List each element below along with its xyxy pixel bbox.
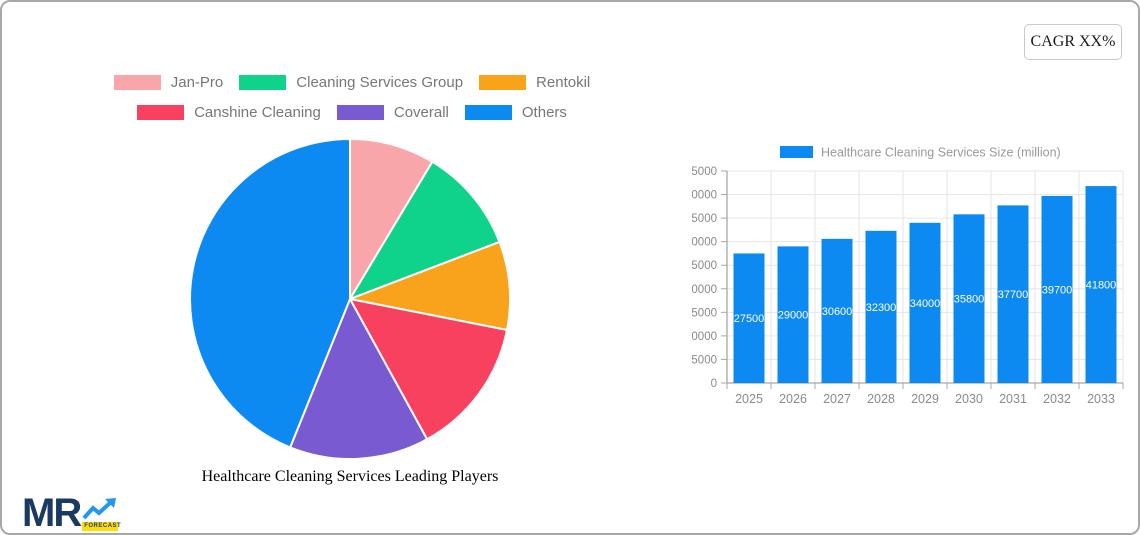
bar-2028[interactable]	[865, 230, 897, 383]
legend-swatch	[336, 105, 384, 120]
legend-label: Others	[521, 104, 567, 121]
y-axis-tick-label: 25000	[692, 260, 717, 272]
x-axis-tick-label: 2029	[911, 392, 939, 406]
y-axis-tick-label: 0	[711, 378, 717, 390]
bar-2027[interactable]	[821, 238, 853, 383]
bar-2029[interactable]	[909, 222, 941, 383]
y-axis-tick-label: 20000	[692, 284, 717, 296]
x-axis-tick-label: 2033	[1087, 392, 1115, 406]
x-axis-tick-label: 2025	[735, 392, 763, 406]
legend-item-canshine-cleaning[interactable]: Canshine Cleaning	[137, 104, 321, 121]
bar-2032[interactable]	[1041, 195, 1073, 383]
pie-legend: Jan-Pro Cleaning Services Group Rentokil Ca…	[42, 74, 662, 121]
bar-2030[interactable]	[953, 214, 985, 383]
cagr-badge: CAGR XX%	[1024, 24, 1122, 60]
trend-arrow-icon	[82, 498, 117, 520]
x-axis-tick-label: 2026	[779, 392, 807, 406]
legend-item-rentokil[interactable]: Rentokil	[479, 74, 590, 91]
bar-value-label: 30600	[822, 306, 853, 318]
cagr-label: CAGR XX%	[1030, 33, 1116, 50]
pie-slice-rentokil[interactable]	[349, 240, 511, 331]
logo-text: MR	[22, 491, 82, 535]
legend-item-coverall[interactable]: Coverall	[336, 104, 449, 121]
bar-2033[interactable]	[1085, 186, 1117, 383]
legend-label: Cleaning Services Group	[296, 74, 464, 91]
pie-slice-others[interactable]	[189, 138, 351, 449]
bar-legend-label: Healthcare Cleaning Services Size (milli…	[821, 146, 1061, 160]
bar-value-label: 35800	[954, 294, 985, 306]
x-axis-tick-label: 2031	[999, 392, 1027, 406]
y-axis-tick-label: 40000	[692, 190, 717, 202]
pie-chart	[189, 138, 511, 460]
bar-value-label: 29000	[778, 310, 809, 322]
logo-right-block: FORECAST	[82, 498, 122, 531]
pie-slice-canshine-cleaning[interactable]	[349, 298, 508, 441]
y-axis-tick-label: 5000	[692, 354, 717, 366]
legend-swatch	[137, 105, 185, 120]
y-axis-tick-label: 45000	[692, 166, 717, 178]
bar-value-label: 41800	[1086, 280, 1117, 292]
pie-slice-coverall[interactable]	[289, 298, 429, 460]
legend-item-jan-pro[interactable]: Jan-Pro	[113, 74, 224, 91]
logo-forecast-tag: FORECAST	[82, 522, 122, 531]
x-axis-tick-label: 2030	[955, 392, 983, 406]
legend-label: Coverall	[393, 104, 449, 121]
bar-chart: Healthcare Cleaning Services Size (milli…	[692, 146, 1124, 406]
bar-value-label: 37700	[998, 289, 1029, 301]
bar-2026[interactable]	[777, 246, 809, 383]
bar-value-label: 39700	[1042, 284, 1073, 296]
bar-value-label: 27500	[734, 313, 765, 325]
legend-item-others[interactable]: Others	[464, 104, 567, 121]
bar-2025[interactable]	[733, 253, 765, 383]
y-axis-tick-label: 15000	[692, 307, 717, 319]
pie-chart-title: Healthcare Cleaning Services Leading Pla…	[201, 468, 499, 485]
brand-logo: MR FORECAST	[22, 491, 122, 535]
x-axis-tick-label: 2032	[1043, 392, 1071, 406]
legend-swatch	[479, 75, 527, 90]
legend-swatch	[464, 105, 512, 120]
bar-legend[interactable]: Healthcare Cleaning Services Size (milli…	[780, 146, 1061, 160]
y-axis-tick-label: 10000	[692, 331, 717, 343]
pie-slice-cleaning-services-group[interactable]	[349, 160, 501, 300]
x-axis-tick-label: 2027	[823, 392, 851, 406]
bar-value-label: 34000	[910, 298, 941, 310]
legend-label: Canshine Cleaning	[194, 104, 321, 121]
bar-value-label: 32300	[866, 302, 897, 314]
legend-label: Jan-Pro	[170, 74, 224, 91]
x-axis-tick-label: 2028	[867, 392, 895, 406]
y-axis-tick-label: 30000	[692, 237, 717, 249]
legend-swatch	[113, 75, 161, 90]
y-axis-tick-label: 35000	[692, 213, 717, 225]
bar-2031[interactable]	[997, 205, 1029, 383]
pie-slice-jan-pro[interactable]	[349, 138, 434, 300]
legend-swatch	[239, 75, 287, 90]
legend-item-cleaning-services-group[interactable]: Cleaning Services Group	[239, 74, 463, 91]
legend-label: Rentokil	[536, 74, 591, 91]
